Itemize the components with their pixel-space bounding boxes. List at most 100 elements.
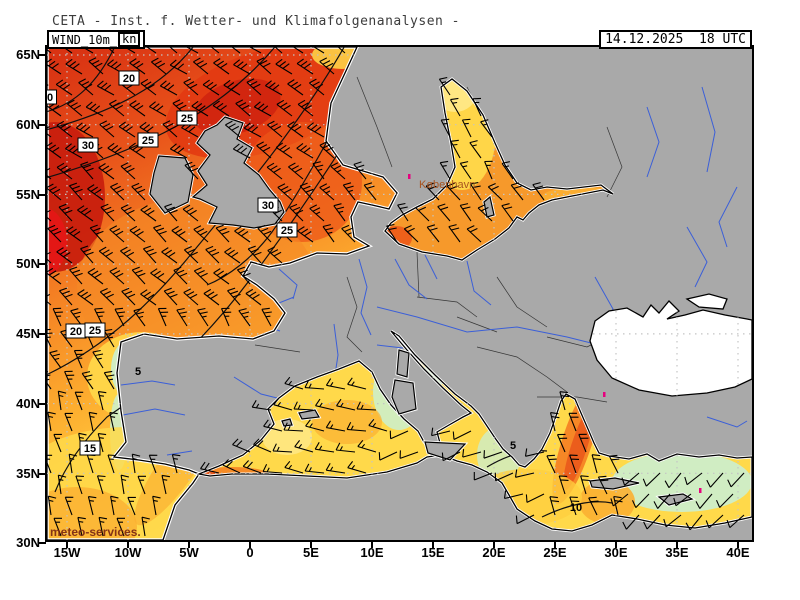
wind-barb bbox=[58, 287, 73, 306]
wind-barb bbox=[129, 58, 146, 75]
wind-barb bbox=[309, 78, 325, 96]
lon-axis-label: 10W bbox=[114, 545, 142, 560]
wind-barb bbox=[64, 412, 73, 432]
wind-barb bbox=[242, 460, 262, 474]
wind-barb bbox=[273, 398, 293, 411]
wind-barb bbox=[524, 448, 545, 457]
wind-barb bbox=[307, 122, 325, 138]
lon-axis-label: 15E bbox=[421, 545, 445, 560]
wind-barb bbox=[706, 472, 724, 488]
wind-barb bbox=[257, 224, 272, 243]
wind-barb bbox=[287, 79, 304, 96]
wind-barb bbox=[368, 418, 388, 432]
lat-axis-tick bbox=[38, 333, 46, 336]
wind-barb bbox=[234, 226, 251, 243]
wind-barb bbox=[578, 433, 589, 453]
wind-barb bbox=[107, 59, 125, 75]
black-sea-nodata bbox=[589, 293, 752, 397]
contour-label: 0 bbox=[47, 92, 53, 104]
wind-barb bbox=[109, 225, 125, 243]
wind-barb bbox=[98, 516, 108, 537]
wind-barb bbox=[386, 223, 398, 243]
wind-barb bbox=[98, 163, 115, 180]
wind-barb bbox=[319, 183, 335, 201]
wind-barb bbox=[233, 59, 251, 75]
wind-barb bbox=[397, 202, 409, 222]
wind-barb bbox=[313, 47, 325, 54]
wind-barb bbox=[99, 287, 115, 306]
wind-barb bbox=[293, 401, 314, 411]
wind-barb bbox=[65, 58, 83, 75]
wind-barb bbox=[341, 224, 356, 243]
wind-barb bbox=[452, 430, 472, 440]
wind-barb bbox=[256, 141, 272, 159]
wind-barb bbox=[53, 517, 62, 537]
wind-barb bbox=[193, 267, 209, 285]
wind-barb bbox=[342, 182, 356, 201]
wind-barb bbox=[248, 47, 262, 54]
wind-barb bbox=[247, 245, 262, 264]
wind-barb bbox=[232, 438, 251, 453]
wind-barb bbox=[353, 161, 367, 180]
wind-barb bbox=[88, 411, 98, 432]
wind-barb bbox=[448, 224, 461, 243]
wind-barb bbox=[549, 496, 560, 516]
wind-barb bbox=[146, 47, 157, 54]
wind-barb bbox=[608, 454, 620, 474]
wind-barb bbox=[131, 266, 146, 285]
city-marker bbox=[603, 392, 606, 397]
wind-barb bbox=[347, 377, 367, 390]
wind-barb bbox=[727, 472, 745, 488]
watermark: meteo-services. bbox=[50, 525, 141, 539]
wind-barb bbox=[74, 391, 84, 411]
city-marker bbox=[699, 488, 702, 493]
wind-barb bbox=[52, 307, 63, 327]
wind-barb bbox=[437, 203, 451, 222]
lon-axis-tick bbox=[432, 540, 434, 548]
wind-barb bbox=[591, 454, 602, 474]
wind-barb bbox=[663, 514, 682, 528]
wind-barb bbox=[64, 370, 75, 390]
wind-barb bbox=[66, 226, 83, 243]
wind-barb bbox=[346, 421, 367, 432]
contour-label: 25 bbox=[142, 135, 154, 147]
wind-barb bbox=[77, 205, 94, 222]
wind-barb bbox=[238, 308, 251, 327]
wind-barb bbox=[246, 78, 262, 96]
datetime-label: 14.12.2025 18 UTC bbox=[599, 30, 752, 49]
wind-barb bbox=[205, 245, 220, 264]
wind-barb bbox=[110, 182, 125, 201]
contour-label: 15 bbox=[84, 443, 96, 455]
wind-barb bbox=[330, 162, 346, 180]
lat-axis-label: 65N bbox=[16, 47, 40, 62]
wind-barb bbox=[120, 162, 136, 180]
wind-barb bbox=[653, 493, 671, 509]
wind-barb bbox=[569, 496, 580, 516]
lat-axis-tick bbox=[38, 193, 46, 196]
wind-barb bbox=[426, 224, 440, 243]
wind-barb bbox=[325, 463, 346, 474]
wind-barb bbox=[56, 162, 73, 180]
wind-barb bbox=[120, 474, 130, 495]
wind-barb bbox=[494, 472, 514, 482]
wind-barb bbox=[245, 288, 262, 306]
wind-barb bbox=[272, 443, 293, 453]
wind-barb bbox=[191, 100, 209, 117]
wind-barb bbox=[171, 454, 181, 474]
wind-barb bbox=[232, 143, 251, 159]
lat-axis-tick bbox=[38, 263, 46, 266]
wind-barb bbox=[315, 398, 335, 411]
lat-axis-label: 50N bbox=[16, 256, 40, 272]
wind-barb bbox=[510, 182, 524, 201]
wind-barb bbox=[484, 160, 493, 180]
wind-barb bbox=[80, 161, 94, 180]
city-label: København bbox=[419, 179, 475, 191]
wind-barb bbox=[212, 100, 230, 117]
wind-barb bbox=[243, 122, 262, 138]
wind-barb bbox=[140, 289, 157, 306]
lon-axis-label: 25E bbox=[543, 545, 567, 560]
wind-barb bbox=[546, 454, 557, 474]
wind-barb bbox=[47, 224, 62, 243]
wind-barb bbox=[235, 99, 251, 117]
wind-barb bbox=[142, 245, 157, 264]
